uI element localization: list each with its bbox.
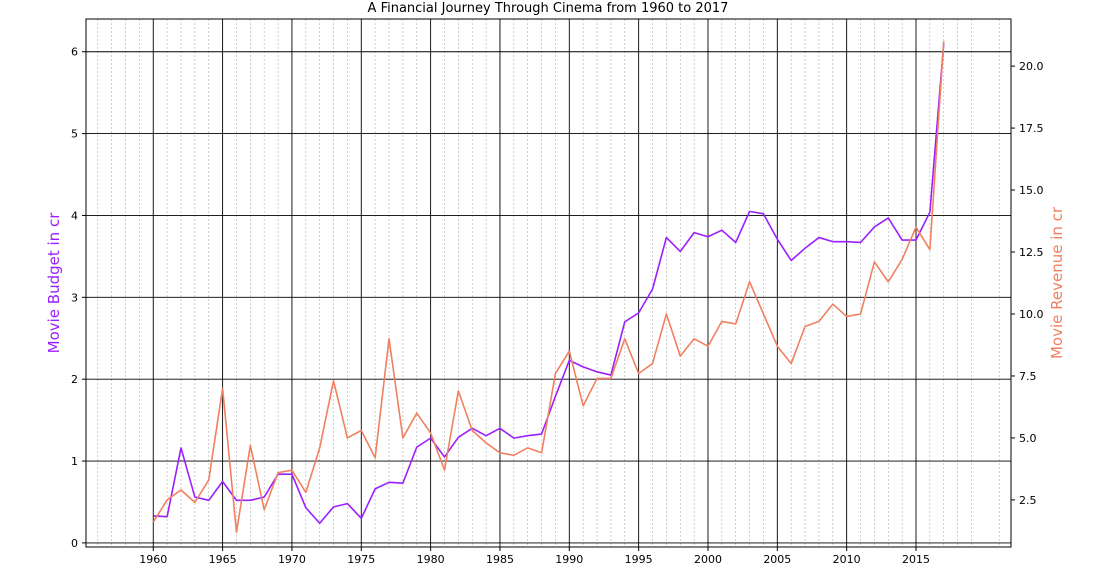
x-tick-label: 1990 [555, 553, 583, 566]
minor-gridlines [97, 19, 1000, 547]
x-tick-label: 1995 [625, 553, 653, 566]
chart-title: A Financial Journey Through Cinema from … [368, 1, 729, 16]
y-right-tick-label: 5.0 [1019, 432, 1037, 445]
major-gridlines [86, 19, 1011, 547]
y-axis-left-label: Movie Budget in cr [45, 212, 63, 354]
y-right-tick-label: 12.5 [1019, 246, 1044, 259]
x-tick-label: 1980 [417, 553, 445, 566]
x-tick-label: 1960 [139, 553, 167, 566]
y-left-tick-label: 0 [71, 537, 78, 550]
y-axis-right-label: Movie Revenue in cr [1048, 206, 1066, 359]
plot-frame [85, 18, 1012, 548]
y-right-tick-label: 7.5 [1019, 370, 1037, 383]
y-left-tick-label: 5 [71, 128, 78, 141]
x-tick-label: 2005 [763, 553, 791, 566]
y-right-tick-label: 20.0 [1019, 60, 1044, 73]
y-left-tick-label: 3 [71, 291, 78, 304]
y-axis-right: 2.5 5.0 7.5 10.0 12.5 15.0 17.5 20.0 [1011, 60, 1044, 507]
y-left-tick-label: 4 [71, 209, 78, 222]
y-axis-left: 0 1 2 3 4 5 6 [71, 46, 86, 550]
x-tick-label: 1965 [209, 553, 237, 566]
x-tick-label: 1985 [486, 553, 514, 566]
y-right-tick-label: 17.5 [1019, 122, 1044, 135]
x-tick-label: 2000 [694, 553, 722, 566]
series-lines [152, 41, 945, 533]
x-axis: 1960 1965 1970 1975 1980 1985 1990 1995 2000 2005… [139, 547, 930, 566]
y-left-tick-label: 2 [71, 373, 78, 386]
series-line-revenue [152, 41, 945, 533]
y-left-tick-label: 6 [71, 46, 78, 59]
x-tick-label: 1975 [347, 553, 375, 566]
y-right-tick-label: 2.5 [1019, 494, 1037, 507]
x-tick-label: 2015 [902, 553, 930, 566]
y-right-tick-label: 10.0 [1019, 308, 1044, 321]
y-left-tick-label: 1 [71, 455, 78, 468]
x-tick-label: 2010 [833, 553, 861, 566]
y-right-tick-label: 15.0 [1019, 184, 1044, 197]
x-tick-label: 1970 [278, 553, 306, 566]
